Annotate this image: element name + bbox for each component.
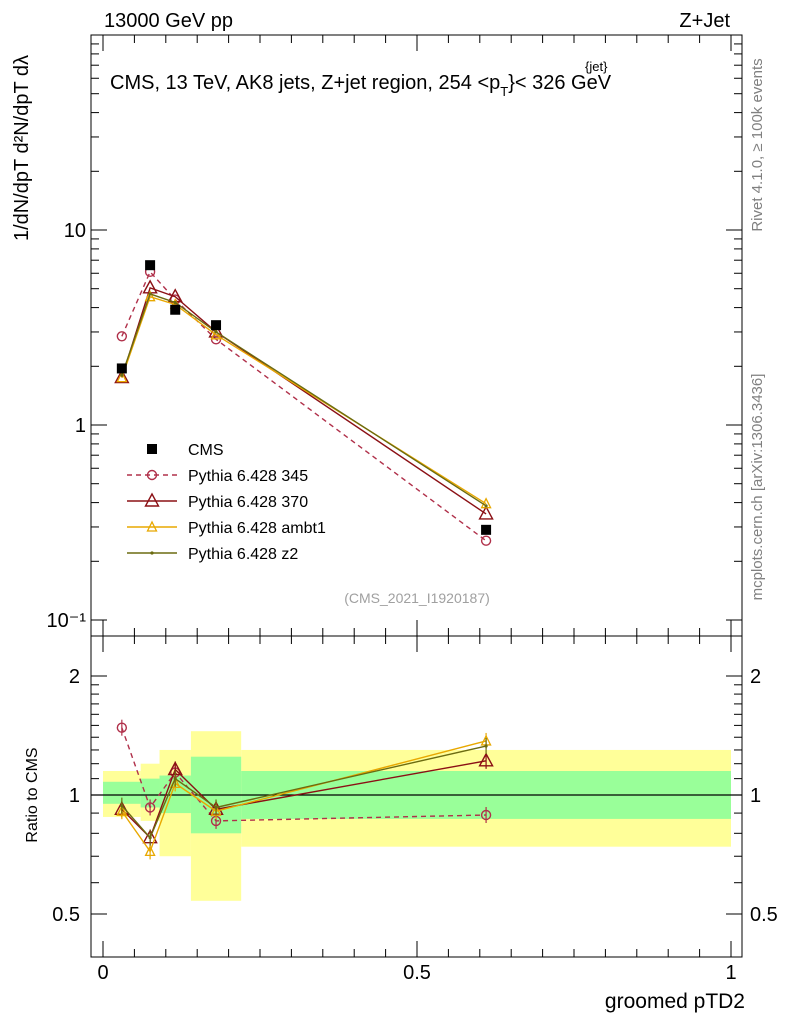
upper-y-tick-label: 1 [75,415,86,437]
title-sup: {jet} [585,59,608,74]
upper-panel: 10 1 10⁻¹ [47,34,743,637]
legend-marker [146,520,158,532]
data-point [116,363,127,374]
series-point [208,323,224,338]
lower-y-tick-label-right: 2 [750,666,761,688]
lower-y-tick-label-right: 0.5 [750,904,778,926]
series-point [214,330,218,334]
ratio-point [478,752,494,767]
data-point [145,260,156,271]
legend-label: Pythia 6.428 z2 [188,546,298,563]
legend-label: CMS [188,442,224,459]
upper-y-label-text: 1/dN/dpT d²N/dpT dλ [11,55,33,241]
ratio-band-inner [103,781,141,804]
series-point [116,371,128,383]
title-sub: T [500,84,508,99]
ratio-point [144,802,156,813]
series-line [121,270,487,542]
legend-marker [147,444,157,454]
x-tick-label: 0 [97,962,108,984]
legend-label: Pythia 6.428 ambt1 [188,520,326,537]
legend-marker [144,492,160,507]
header-left: 13000 GeV pp [104,10,233,32]
series-point [120,373,124,377]
side-label-bottom: mcplots.cern.ch [arXiv:1306.3436] [749,374,766,601]
lower-panel: 0 0.5 1 2 2 1 1 0.5 0.5 [52,635,778,984]
series-line [121,286,487,515]
upper-y-tick-label: 10⁻¹ [47,610,87,632]
ratio-point [480,809,492,821]
ratio-point [173,777,177,781]
lower-y-tick-label-left: 2 [69,666,80,688]
legend: CMS Pythia 6.428 345 Pythia 6.428 370 Pythi… [127,442,326,563]
lower-y-tick-label-left: 1 [69,785,80,807]
legend-marker [146,469,158,481]
upper-y-label: 1/dN/dpT d²N/dpT dλ [11,55,33,241]
series-point [484,504,488,508]
x-axis-label: groomed pTD2 [605,990,745,1013]
svg-text:CMS, 13 TeV, AK8 jets, Z+jet r: CMS, 13 TeV, AK8 jets, Z+jet region, 254… [110,72,612,99]
series-point [173,300,177,305]
title-end: }< 326 GeV [508,72,612,94]
ratio-point [484,744,488,748]
legend-label: Pythia 6.428 345 [188,468,308,485]
side-label-top: Rivet 4.1.0, ≥ 100k events [749,58,766,231]
series-point [478,505,494,520]
title-main: CMS, 13 TeV, AK8 jets, Z+jet region, 254… [110,72,500,94]
lower-y-label: Ratio to CMS [24,747,41,842]
series-point [210,328,222,340]
ratio-point [214,805,218,810]
series-point [148,292,152,296]
lower-y-tick-label-right: 1 [750,785,761,807]
watermark: (CMS_2021_I1920187) [344,590,490,606]
data-point [481,524,492,535]
legend-label: Pythia 6.428 370 [188,494,308,511]
upper-y-tick-label: 10 [64,220,86,242]
header-right: Z+Jet [679,10,730,32]
series-point [480,535,492,546]
lower-y-tick-label-left: 0.5 [52,904,80,926]
series-point [114,369,130,384]
series-point [144,290,156,302]
data-point [170,304,181,315]
ratio-point [116,722,128,733]
x-tick-label: 1 [725,962,736,984]
series-point [116,331,128,342]
data-point [211,320,222,331]
ratio-point [148,836,152,840]
ratio-point [144,844,156,857]
series-line [121,295,487,505]
plot-title: CMS, 13 TeV, AK8 jets, Z+jet region, 254… [110,59,612,99]
x-tick-label: 0.5 [403,962,431,984]
ratio-point [120,804,124,808]
legend-marker [150,551,154,555]
ratio-point [116,804,128,816]
series-point [480,497,492,509]
